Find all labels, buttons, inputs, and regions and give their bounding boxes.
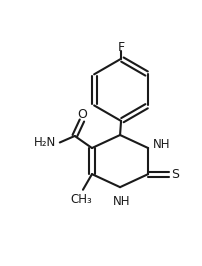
- Text: S: S: [171, 168, 179, 181]
- Text: NH: NH: [113, 195, 131, 208]
- Text: NH: NH: [153, 138, 170, 151]
- Text: H₂N: H₂N: [34, 136, 56, 149]
- Text: O: O: [77, 108, 87, 121]
- Text: CH₃: CH₃: [70, 193, 92, 206]
- Text: F: F: [118, 41, 125, 54]
